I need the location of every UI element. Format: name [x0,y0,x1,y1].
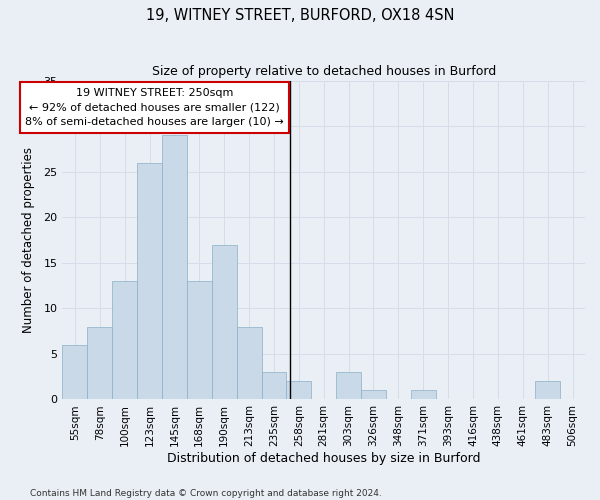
Bar [411,390,436,400]
Bar [212,244,236,400]
Bar [535,381,560,400]
Bar [236,326,262,400]
Bar [187,281,212,400]
Title: Size of property relative to detached houses in Burford: Size of property relative to detached ho… [152,65,496,78]
Bar [361,390,386,400]
Y-axis label: Number of detached properties: Number of detached properties [22,147,35,333]
Bar [336,372,361,400]
Bar [62,345,88,400]
Bar [112,281,137,400]
Bar [137,162,162,400]
Bar [286,381,311,400]
Bar [162,135,187,400]
X-axis label: Distribution of detached houses by size in Burford: Distribution of detached houses by size … [167,452,481,465]
Bar [88,326,112,400]
Bar [262,372,286,400]
Text: 19, WITNEY STREET, BURFORD, OX18 4SN: 19, WITNEY STREET, BURFORD, OX18 4SN [146,8,454,22]
Text: Contains HM Land Registry data © Crown copyright and database right 2024.: Contains HM Land Registry data © Crown c… [30,488,382,498]
Text: 19 WITNEY STREET: 250sqm
← 92% of detached houses are smaller (122)
8% of semi-d: 19 WITNEY STREET: 250sqm ← 92% of detach… [25,88,284,128]
